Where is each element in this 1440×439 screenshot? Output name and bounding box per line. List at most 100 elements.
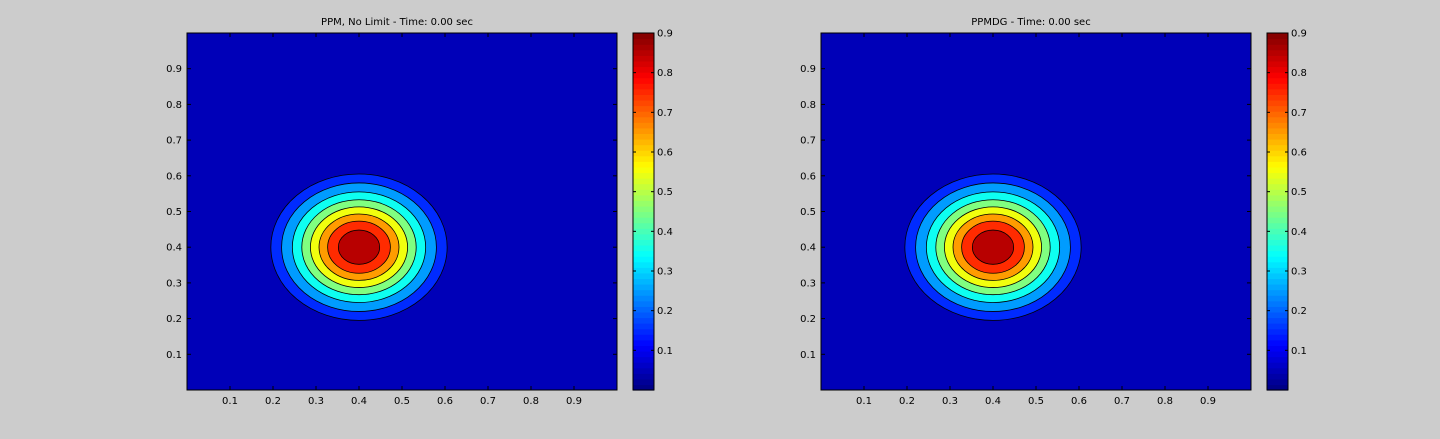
- y-tick-label: 0.9: [166, 64, 182, 75]
- colorbar-swatch: [1267, 261, 1288, 268]
- colorbar-swatch: [1267, 217, 1288, 224]
- colorbar-swatch: [1267, 300, 1288, 307]
- colorbar-swatch: [633, 350, 654, 358]
- colorbar-swatch: [1267, 44, 1288, 51]
- colorbar-swatch: [1267, 111, 1288, 118]
- colorbar-swatch: [1267, 373, 1288, 380]
- colorbar: 0.1 0.2 0.3 0.4 0.5 0.6 0.7 0.8 0.9: [632, 29, 673, 391]
- colorbar-swatch: [1267, 239, 1288, 246]
- colorbar-tick-label: 0.8: [1291, 68, 1307, 79]
- x-tick-label: 0.5: [394, 396, 410, 407]
- y-tick-label: 0.7: [166, 136, 182, 147]
- colorbar-swatch: [633, 289, 654, 296]
- colorbar-swatch: [1267, 267, 1288, 274]
- colorbar-swatch: [1267, 228, 1288, 235]
- colorbar-swatch: [1267, 161, 1288, 168]
- colorbar-swatch: [633, 189, 654, 196]
- contour-band: [337, 229, 381, 265]
- colorbar-swatch: [1267, 99, 1288, 107]
- colorbar-swatch: [1267, 38, 1288, 45]
- x-tick-label: 0.2: [265, 396, 281, 407]
- colorbar-frame: [632, 32, 655, 391]
- colorbar-swatch: [1267, 317, 1288, 324]
- colorbar-tick-label: 0.9: [1291, 29, 1307, 40]
- colorbar-swatch: [1267, 166, 1288, 174]
- colorbar-swatch: [1267, 60, 1288, 68]
- colorbar-swatch: [1267, 189, 1288, 196]
- plot-right: PPMDG - Time: 0.00 sec 0.1 0.2 0.3 0.4 0.5 0.…: [800, 17, 1307, 407]
- colorbar-swatch: [1267, 367, 1288, 374]
- y-tick-label: 0.2: [166, 314, 182, 325]
- y-tick-label: 0.3: [800, 278, 816, 289]
- y-tick-label: 0.1: [800, 350, 816, 361]
- colorbar-swatch: [1267, 345, 1288, 352]
- colorbar-swatch: [1267, 66, 1288, 73]
- colorbar-swatch: [633, 111, 654, 118]
- colorbar-swatch: [1267, 155, 1288, 162]
- x-tick-label: 0.8: [1157, 396, 1173, 407]
- colorbar-swatch: [1267, 33, 1288, 40]
- y-tick-label: 0.9: [800, 64, 816, 75]
- colorbar-swatch: [633, 116, 654, 123]
- colorbar-swatch: [633, 278, 654, 285]
- colorbar-swatch: [633, 205, 654, 213]
- colorbar-swatch: [633, 138, 654, 146]
- colorbar-swatch: [633, 194, 654, 201]
- colorbar-swatch: [1267, 233, 1288, 240]
- colorbar-tick-label: 0.1: [1291, 346, 1307, 357]
- colorbar-swatch: [1267, 83, 1288, 90]
- colorbar-swatch: [633, 94, 654, 101]
- colorbar-tick-label: 0.5: [1291, 187, 1307, 198]
- colorbar-swatch: [1267, 205, 1288, 213]
- colorbar-swatch: [633, 272, 654, 280]
- y-tick-label: 0.4: [166, 243, 182, 254]
- colorbar-swatch: [633, 362, 654, 369]
- colorbar-swatch: [633, 222, 654, 229]
- colorbar-swatch: [633, 178, 654, 185]
- colorbar-tick-label: 0.8: [657, 68, 673, 79]
- colorbar-tick-label: 0.2: [657, 306, 673, 317]
- colorbar-swatch: [1267, 250, 1288, 257]
- colorbar-swatch: [633, 72, 654, 79]
- colorbar-tick-label: 0.9: [657, 29, 673, 40]
- colorbar-swatch: [633, 256, 654, 263]
- colorbar-swatch: [1267, 211, 1288, 218]
- colorbar-swatch: [1267, 328, 1288, 335]
- colorbar-swatch: [1267, 183, 1288, 190]
- colorbar-swatch: [633, 49, 654, 56]
- y-tick-label: 0.8: [800, 100, 816, 111]
- x-tick-label: 0.7: [1114, 396, 1130, 407]
- colorbar-swatch: [633, 339, 654, 346]
- colorbar-swatch: [633, 261, 654, 268]
- x-tick-label: 0.6: [1071, 396, 1087, 407]
- x-tick-label: 0.7: [480, 396, 496, 407]
- colorbar-swatch: [633, 306, 654, 313]
- colorbar-swatch: [633, 284, 654, 291]
- y-tick-label: 0.3: [166, 278, 182, 289]
- y-tick-label: 0.6: [166, 171, 182, 182]
- colorbar-swatch: [633, 155, 654, 162]
- colorbar-swatch: [633, 217, 654, 224]
- colorbar-swatch: [1267, 323, 1288, 330]
- colorbar-swatch: [1267, 116, 1288, 123]
- x-tick-label: 0.1: [222, 396, 238, 407]
- colorbar-swatch: [633, 311, 654, 319]
- colorbar-tick-label: 0.6: [657, 148, 673, 159]
- colorbar-swatch: [633, 200, 654, 207]
- y-tick-label: 0.8: [166, 100, 182, 111]
- colorbar-swatch: [633, 378, 654, 386]
- colorbar-swatch: [1267, 55, 1288, 62]
- colorbar-swatch: [633, 83, 654, 90]
- colorbar-swatch: [633, 99, 654, 107]
- y-tick-label: 0.7: [800, 136, 816, 147]
- colorbar-swatch: [633, 105, 654, 112]
- colorbar-swatch: [633, 328, 654, 335]
- colorbar-swatch: [633, 88, 654, 95]
- colorbar-swatch: [1267, 88, 1288, 95]
- colorbar-swatch: [633, 44, 654, 51]
- colorbar-tick-label: 0.7: [657, 108, 673, 119]
- colorbar-swatch: [1267, 244, 1288, 252]
- colorbar-tick-label: 0.4: [657, 227, 673, 238]
- colorbar-swatch: [1267, 172, 1288, 179]
